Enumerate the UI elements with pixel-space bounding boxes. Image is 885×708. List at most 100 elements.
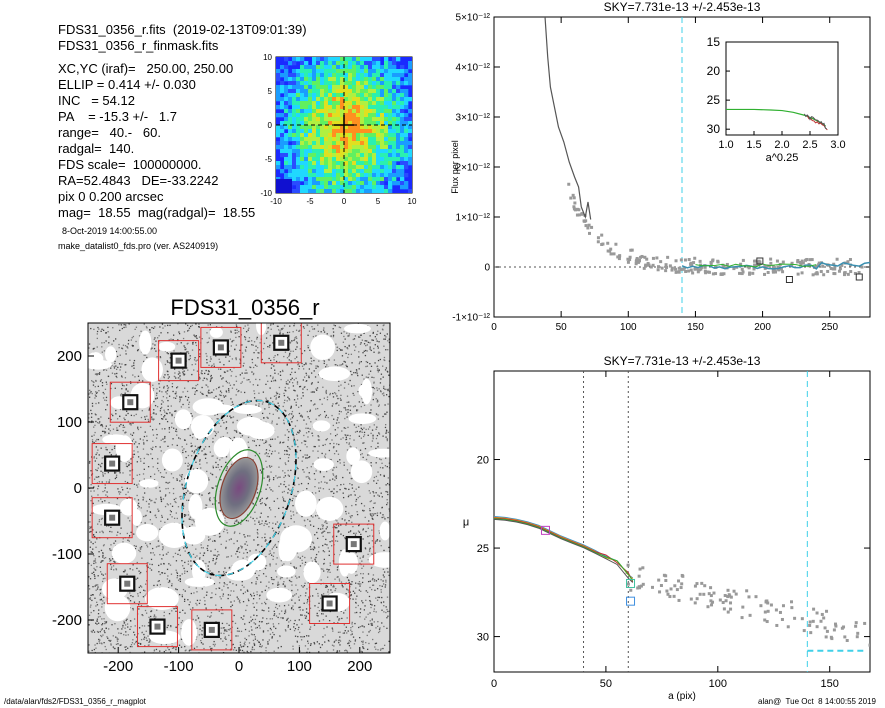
noise-pixel <box>126 623 129 625</box>
heatmap-cell <box>292 109 297 114</box>
heatmap-cell <box>288 93 293 98</box>
noise-pixel <box>222 377 224 379</box>
noise-pixel <box>155 398 157 400</box>
heatmap-cell <box>328 69 333 74</box>
noise-pixel <box>325 520 327 522</box>
noise-pixel <box>294 357 296 360</box>
heatmap-cell <box>360 157 365 162</box>
noise-pixel <box>167 487 169 490</box>
heatmap-cell <box>344 161 349 166</box>
noise-pixel <box>301 365 304 367</box>
noise-pixel <box>199 377 201 379</box>
noise-pixel <box>241 649 244 652</box>
param-center: XC,YC (iraf)= 250.00, 250.00 <box>58 61 234 76</box>
noise-pixel <box>345 513 347 515</box>
noise-pixel <box>343 360 345 363</box>
heatmap-cell <box>372 93 377 98</box>
noise-pixel <box>371 619 373 621</box>
noise-pixel <box>146 435 148 437</box>
noise-pixel <box>354 639 357 641</box>
heatmap-cell <box>392 133 397 138</box>
noise-pixel <box>282 470 284 472</box>
noise-pixel <box>132 595 134 598</box>
noise-pixel <box>93 456 95 458</box>
noise-pixel <box>166 390 169 392</box>
heatmap-cell <box>320 117 325 122</box>
noise-pixel <box>213 365 215 367</box>
noise-pixel <box>180 498 182 500</box>
noise-pixel <box>93 562 95 565</box>
noise-pixel <box>226 432 229 434</box>
noise-pixel <box>244 337 247 339</box>
heatmap-cell <box>312 61 317 66</box>
noise-pixel <box>256 639 259 642</box>
noise-pixel <box>102 473 104 475</box>
noise-pixel <box>242 645 245 647</box>
noise-pixel <box>148 616 150 618</box>
noise-pixel <box>289 352 291 355</box>
noise-pixel <box>88 650 90 652</box>
heatmap-cell <box>324 133 329 138</box>
heatmap-cell <box>328 153 333 158</box>
noise-pixel <box>305 423 308 425</box>
noise-pixel <box>382 647 384 650</box>
noise-pixel <box>95 414 97 416</box>
heatmap-cell <box>280 169 285 174</box>
heatmap-cell <box>304 69 309 74</box>
heatmap-cell <box>284 109 289 114</box>
noise-pixel <box>306 454 308 456</box>
noise-pixel <box>322 524 325 527</box>
heatmap-cell <box>320 73 325 78</box>
noise-pixel <box>288 431 290 433</box>
noise-pixel <box>361 651 363 653</box>
heatmap-cell <box>284 77 289 82</box>
noise-pixel <box>340 484 342 486</box>
heatmap-cell <box>352 57 357 62</box>
noise-pixel <box>152 434 155 436</box>
noise-pixel <box>280 610 283 612</box>
noise-pixel <box>317 592 319 595</box>
noise-pixel <box>229 338 231 340</box>
noise-pixel <box>101 603 103 605</box>
noise-pixel <box>263 609 265 612</box>
heatmap-cell <box>292 189 297 193</box>
noise-pixel <box>231 604 234 606</box>
noise-pixel <box>303 635 306 638</box>
heatmap-cell <box>368 169 373 174</box>
noise-pixel <box>349 409 351 411</box>
heatmap-cell <box>332 105 337 110</box>
noise-pixel <box>225 547 227 549</box>
noise-pixel <box>333 324 335 326</box>
noise-pixel <box>293 434 295 437</box>
noise-pixel <box>189 525 191 528</box>
noise-pixel <box>315 553 318 556</box>
noise-pixel <box>247 441 249 443</box>
heatmap-cell <box>388 157 393 162</box>
noise-pixel <box>355 372 357 374</box>
noise-pixel <box>196 455 198 457</box>
heatmap-cell <box>384 185 389 190</box>
noise-pixel <box>172 477 175 479</box>
noise-pixel <box>203 647 205 650</box>
noise-pixel <box>95 584 97 586</box>
noise-pixel <box>233 429 236 432</box>
noise-pixel <box>259 500 261 502</box>
noise-pixel <box>303 350 306 352</box>
noise-pixel <box>382 415 384 418</box>
noise-pixel <box>205 562 207 565</box>
noise-pixel <box>144 515 146 517</box>
noise-pixel <box>205 507 207 509</box>
noise-pixel <box>265 449 268 451</box>
heatmap-cell <box>360 181 365 186</box>
heatmap-cell <box>408 189 412 193</box>
heatmap-cell <box>356 69 361 74</box>
noise-pixel <box>133 618 136 620</box>
noise-pixel <box>102 471 104 474</box>
heatmap-cell <box>336 125 341 130</box>
noise-pixel <box>386 627 388 629</box>
heatmap-cell <box>356 89 361 94</box>
noise-pixel <box>238 336 240 338</box>
noise-pixel <box>336 527 338 529</box>
noise-pixel <box>175 377 177 379</box>
noise-pixel <box>349 515 351 517</box>
